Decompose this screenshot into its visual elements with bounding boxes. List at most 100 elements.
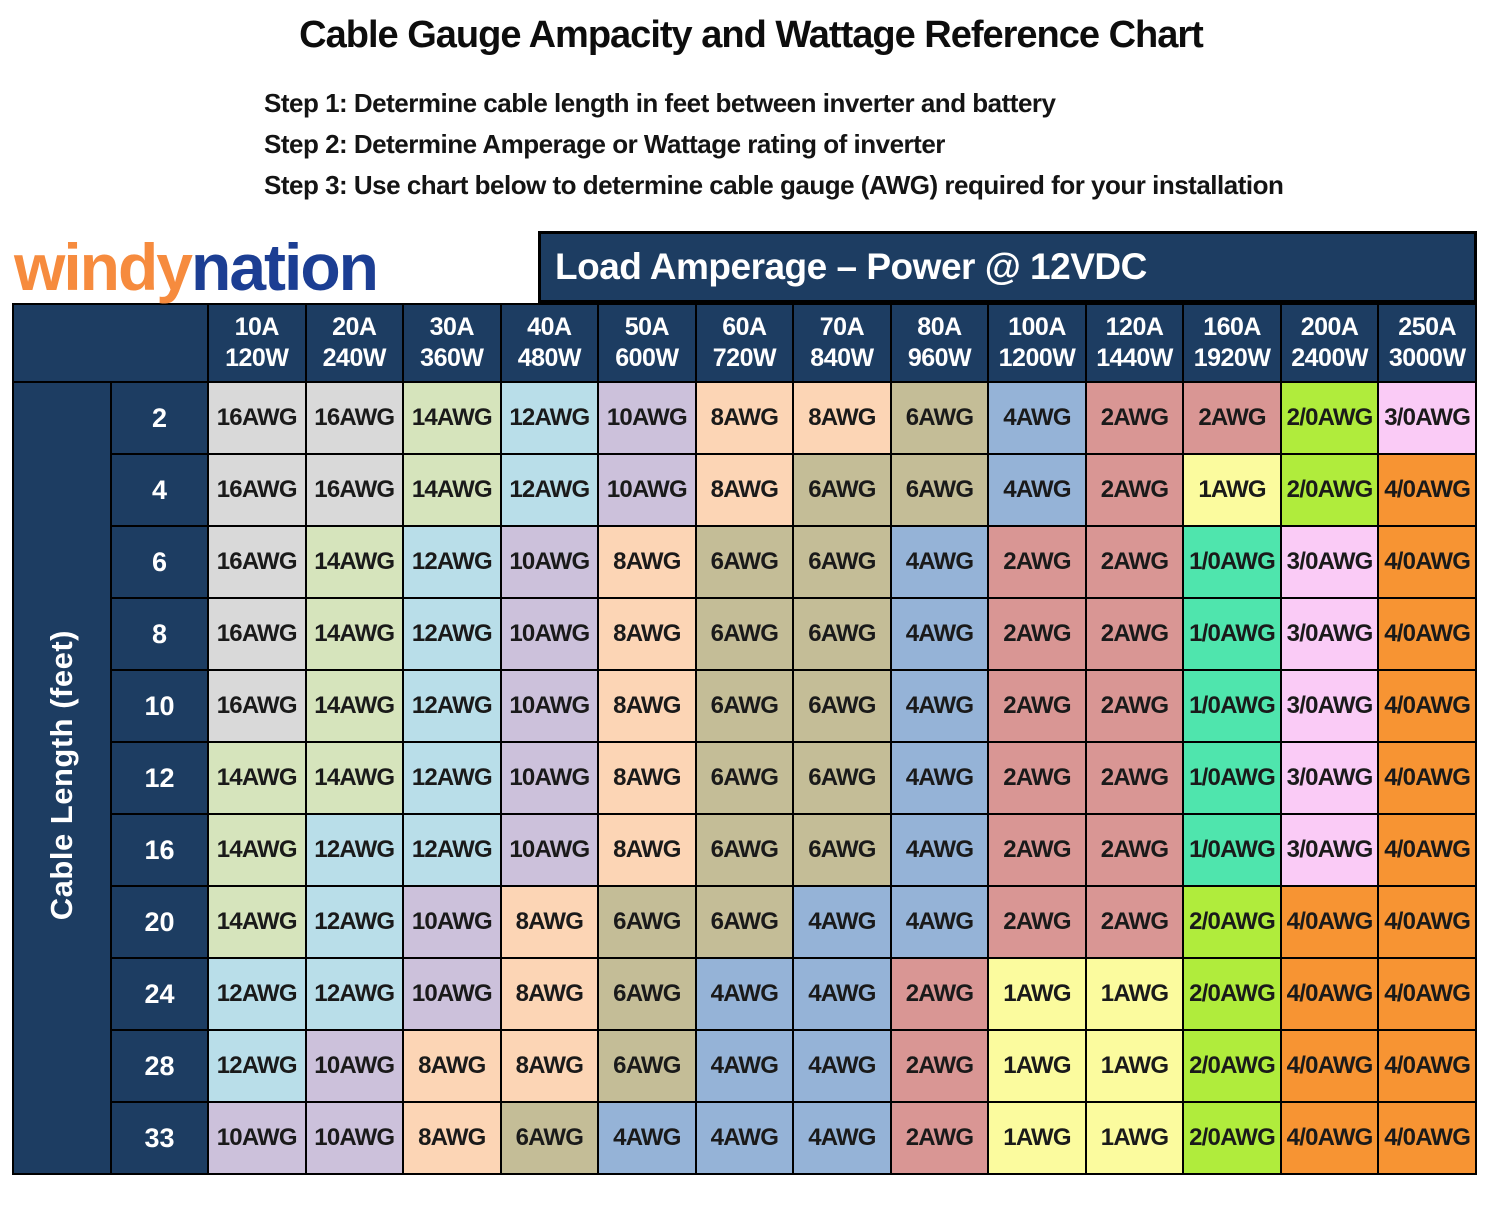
cell-10ft-200a: 3/0AWG: [1279, 669, 1380, 743]
col-header-watts: 1920W: [1193, 344, 1271, 372]
cell-2ft-250a: 3/0AWG: [1377, 381, 1477, 455]
cell-16ft-70a: 6AWG: [792, 813, 892, 887]
step-3: Step 3: Use chart below to determine cab…: [264, 170, 1284, 200]
cell-33ft-100a: 1AWG: [987, 1101, 1087, 1175]
col-header-10a: 10A 120W: [207, 303, 307, 383]
table-corner-cell: [12, 303, 209, 383]
cell-4ft-30a: 14AWG: [402, 453, 502, 527]
cell-16ft-160a: 1/0AWG: [1182, 813, 1282, 887]
col-header-watts: 480W: [517, 344, 582, 372]
cell-6ft-70a: 6AWG: [792, 525, 892, 599]
row-header-4ft: 4: [110, 453, 209, 527]
cell-28ft-10a: 12AWG: [207, 1029, 307, 1103]
cell-4ft-60a: 8AWG: [694, 453, 795, 527]
row-axis-label-cell: Cable Length (feet): [12, 381, 112, 1175]
cell-6ft-100a: 2AWG: [987, 525, 1087, 599]
col-header-watts: 120W: [225, 344, 289, 372]
cell-12ft-100a: 2AWG: [987, 741, 1087, 815]
cell-28ft-40a: 8AWG: [499, 1029, 600, 1103]
cell-33ft-50a: 4AWG: [597, 1101, 697, 1175]
col-header-amps: 20A: [332, 312, 377, 341]
col-header-watts: 600W: [615, 344, 679, 372]
logo-windy-text: windy: [14, 230, 193, 304]
cell-2ft-200a: 2/0AWG: [1279, 381, 1380, 455]
col-header-120a: 120A 1440W: [1084, 303, 1185, 383]
table-row-4ft: 4 16AWG 16AWG 14AWG 12AWG 10AWG 8AWG 6AWG 6AWG 4A…: [13, 453, 1477, 527]
col-header-watts: 840W: [810, 344, 874, 372]
row-axis-label: Cable Length (feet): [44, 630, 79, 921]
cell-10ft-160a: 1/0AWG: [1182, 669, 1282, 743]
cell-16ft-120a: 2AWG: [1084, 813, 1185, 887]
cell-10ft-30a: 12AWG: [402, 669, 502, 743]
cell-6ft-60a: 6AWG: [694, 525, 795, 599]
cell-12ft-20a: 14AWG: [304, 741, 405, 815]
col-header-amps: 120A: [1105, 312, 1164, 341]
cell-24ft-60a: 4AWG: [694, 957, 795, 1031]
cell-24ft-250a: 4/0AWG: [1377, 957, 1477, 1031]
cell-12ft-50a: 8AWG: [597, 741, 697, 815]
table-row-33ft: 33 10AWG 10AWG 8AWG 6AWG 4AWG 4AWG 4AWG 2AWG 1AWG…: [13, 1101, 1477, 1175]
row-header-6ft: 6: [110, 525, 209, 599]
cell-20ft-100a: 2AWG: [987, 885, 1087, 959]
col-header-amps: 10A: [234, 312, 280, 341]
cell-24ft-100a: 1AWG: [987, 957, 1087, 1031]
cell-4ft-40a: 12AWG: [499, 453, 600, 527]
cell-8ft-250a: 4/0AWG: [1377, 597, 1477, 671]
col-header-80a: 80A 960W: [889, 303, 990, 383]
col-header-100a: 100A 1200W: [987, 303, 1087, 383]
row-header-16ft: 16: [110, 813, 209, 887]
cell-4ft-100a: 4AWG: [987, 453, 1087, 527]
cell-2ft-50a: 10AWG: [597, 381, 697, 455]
cell-16ft-10a: 14AWG: [207, 813, 307, 887]
col-header-amps: 80A: [917, 312, 962, 341]
table-row-10ft: 10 16AWG 14AWG 12AWG 10AWG 8AWG 6AWG 6AWG 4AWG 2A…: [13, 669, 1477, 743]
cell-4ft-10a: 16AWG: [207, 453, 307, 527]
cell-6ft-10a: 16AWG: [207, 525, 307, 599]
cell-20ft-10a: 14AWG: [207, 885, 307, 959]
cell-8ft-70a: 6AWG: [792, 597, 892, 671]
cell-10ft-40a: 10AWG: [499, 669, 600, 743]
cell-20ft-80a: 4AWG: [889, 885, 990, 959]
cell-20ft-120a: 2AWG: [1084, 885, 1185, 959]
cell-10ft-50a: 8AWG: [597, 669, 697, 743]
table-row-12ft: 12 14AWG 14AWG 12AWG 10AWG 8AWG 6AWG 6AWG 4AWG 2A…: [13, 741, 1477, 815]
cell-33ft-20a: 10AWG: [304, 1101, 405, 1175]
col-header-watts: 360W: [420, 344, 484, 372]
cell-8ft-40a: 10AWG: [499, 597, 600, 671]
cell-28ft-50a: 6AWG: [597, 1029, 697, 1103]
windynation-logo: windy nation: [12, 231, 538, 303]
instruction-steps: Step 1: Determine cable length in feet b…: [264, 83, 1502, 206]
col-header-200a: 200A 2400W: [1279, 303, 1380, 383]
cell-10ft-10a: 16AWG: [207, 669, 307, 743]
cell-2ft-80a: 6AWG: [889, 381, 990, 455]
cell-4ft-200a: 2/0AWG: [1279, 453, 1380, 527]
col-header-60a: 60A 720W: [694, 303, 795, 383]
cell-2ft-100a: 4AWG: [987, 381, 1087, 455]
cell-8ft-60a: 6AWG: [694, 597, 795, 671]
step-2: Step 2: Determine Amperage or Wattage ra…: [264, 129, 945, 159]
col-header-watts: 1440W: [1096, 344, 1173, 372]
cell-16ft-250a: 4/0AWG: [1377, 813, 1477, 887]
row-header-24ft: 24: [110, 957, 209, 1031]
col-header-amps: 70A: [819, 312, 865, 341]
cell-6ft-250a: 4/0AWG: [1377, 525, 1477, 599]
cell-2ft-40a: 12AWG: [499, 381, 600, 455]
col-header-250a: 250A 3000W: [1377, 303, 1477, 383]
cell-24ft-70a: 4AWG: [792, 957, 892, 1031]
cell-2ft-60a: 8AWG: [694, 381, 795, 455]
cell-33ft-160a: 2/0AWG: [1182, 1101, 1282, 1175]
cell-20ft-160a: 2/0AWG: [1182, 885, 1282, 959]
cell-24ft-10a: 12AWG: [207, 957, 307, 1031]
col-header-amps: 60A: [722, 312, 767, 341]
cell-10ft-80a: 4AWG: [889, 669, 990, 743]
row-header-33ft: 33: [110, 1101, 209, 1175]
cell-12ft-200a: 3/0AWG: [1279, 741, 1380, 815]
cell-28ft-20a: 10AWG: [304, 1029, 405, 1103]
cell-2ft-10a: 16AWG: [207, 381, 307, 455]
col-header-amps: 200A: [1300, 312, 1359, 341]
cell-28ft-160a: 2/0AWG: [1182, 1029, 1282, 1103]
table-row-24ft: 24 12AWG 12AWG 10AWG 8AWG 6AWG 4AWG 4AWG 2AWG 1AW…: [13, 957, 1477, 1031]
cell-20ft-30a: 10AWG: [402, 885, 502, 959]
row-header-2ft: 2: [110, 381, 209, 455]
col-header-amps: 160A: [1203, 312, 1261, 341]
